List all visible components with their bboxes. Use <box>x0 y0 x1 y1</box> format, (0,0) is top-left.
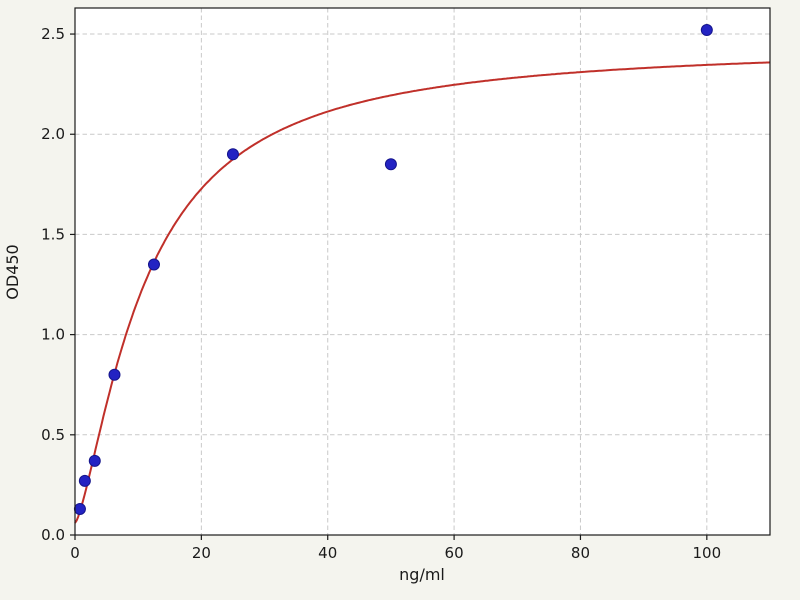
y-tick-label: 2.5 <box>41 25 65 43</box>
plot-border <box>74 7 771 536</box>
data-layer <box>73 24 771 524</box>
data-point <box>384 158 397 171</box>
x-tick-label: 40 <box>318 544 337 562</box>
axes-layer: 0 20 40 60 80 100 0.0 0.5 1.0 1.5 2.0 2.5 <box>41 7 771 562</box>
y-tick-label: 0.0 <box>41 526 65 544</box>
data-point <box>147 258 160 271</box>
x-tick-label: 100 <box>692 544 721 562</box>
data-point <box>226 148 239 161</box>
plot-area <box>75 8 770 535</box>
y-tick-label: 1.0 <box>41 326 65 344</box>
x-tick-label: 20 <box>192 544 211 562</box>
x-tick-label: 60 <box>445 544 464 562</box>
data-point <box>73 502 86 515</box>
plot-background <box>75 8 770 535</box>
x-axis-label: ng/ml <box>399 565 445 584</box>
y-axis-label: OD450 <box>3 244 22 299</box>
x-tick-label: 80 <box>571 544 590 562</box>
y-tick-label: 1.5 <box>41 225 65 243</box>
y-tick-label: 2.0 <box>41 125 65 143</box>
x-tick-label: 0 <box>70 544 80 562</box>
y-tick-label: 0.5 <box>41 426 65 444</box>
data-point <box>88 454 101 467</box>
data-point <box>700 24 713 37</box>
fit-curve <box>74 61 771 524</box>
data-point <box>78 474 91 487</box>
data-point <box>108 368 121 381</box>
